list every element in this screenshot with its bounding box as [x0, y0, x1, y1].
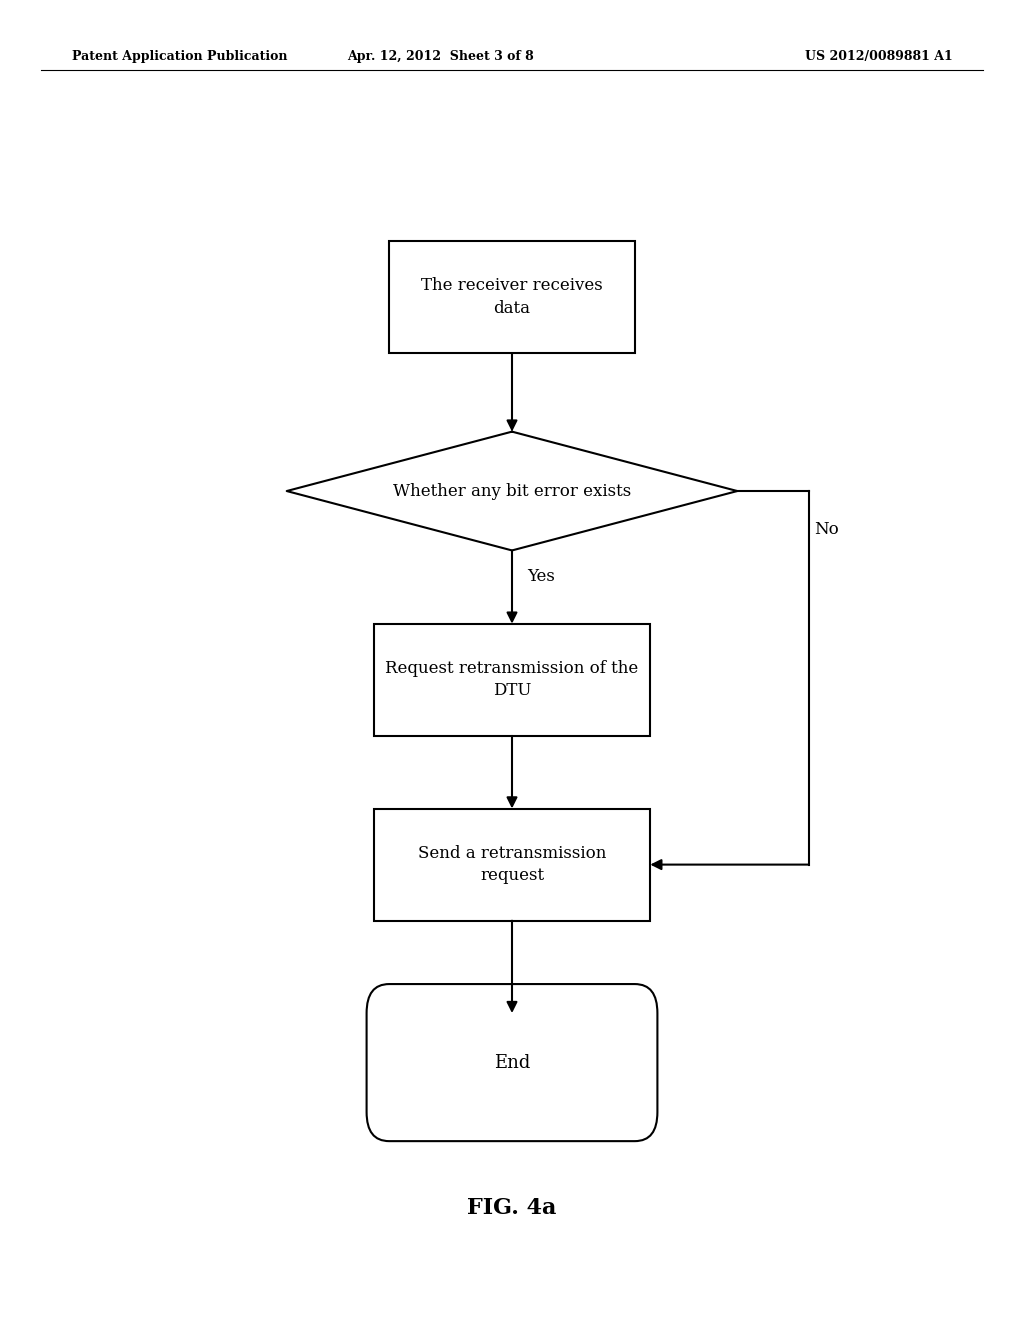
- Text: Apr. 12, 2012  Sheet 3 of 8: Apr. 12, 2012 Sheet 3 of 8: [347, 50, 534, 63]
- FancyBboxPatch shape: [389, 242, 635, 352]
- Text: Yes: Yes: [527, 568, 555, 585]
- Text: End: End: [494, 1053, 530, 1072]
- FancyBboxPatch shape: [374, 624, 650, 737]
- Text: No: No: [814, 521, 839, 539]
- FancyBboxPatch shape: [374, 808, 650, 921]
- Text: The receiver receives
data: The receiver receives data: [421, 277, 603, 317]
- Polygon shape: [287, 432, 737, 550]
- Text: Request retransmission of the
DTU: Request retransmission of the DTU: [385, 660, 639, 700]
- Text: Patent Application Publication: Patent Application Publication: [72, 50, 287, 63]
- Text: US 2012/0089881 A1: US 2012/0089881 A1: [805, 50, 952, 63]
- FancyBboxPatch shape: [367, 985, 657, 1140]
- Text: Whether any bit error exists: Whether any bit error exists: [393, 483, 631, 499]
- Text: FIG. 4a: FIG. 4a: [467, 1197, 557, 1218]
- Text: Send a retransmission
request: Send a retransmission request: [418, 845, 606, 884]
